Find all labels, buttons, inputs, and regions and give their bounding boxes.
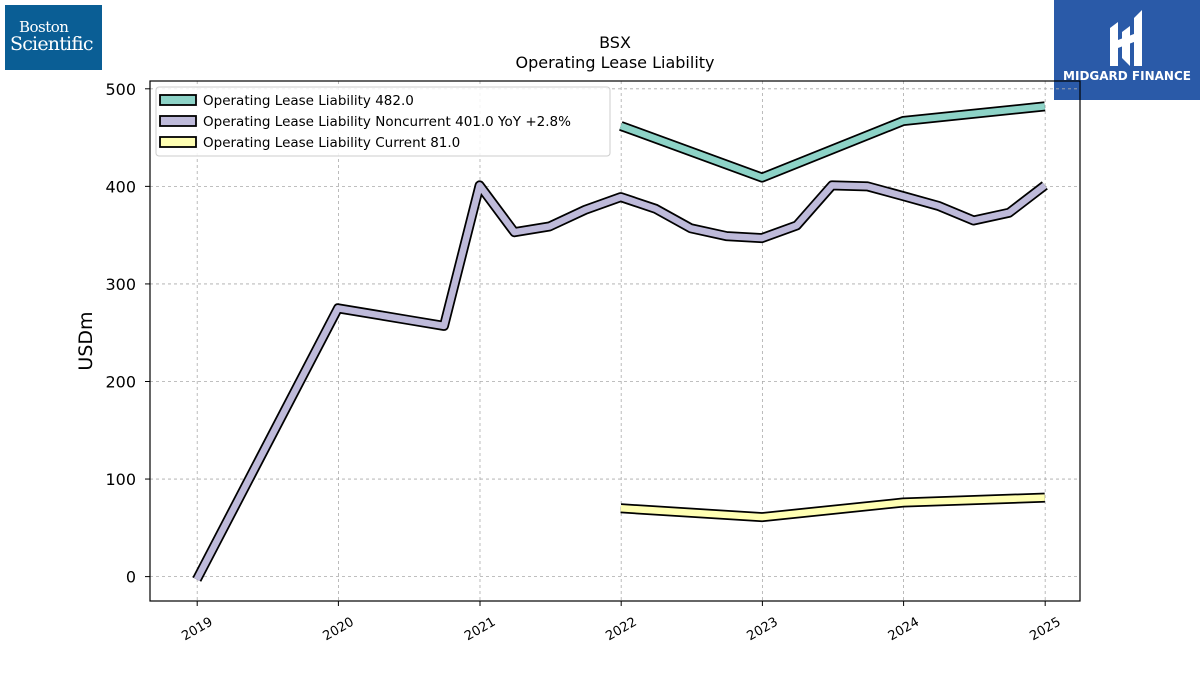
series-group (192, 101, 1048, 582)
y-axis-label: USDm (75, 311, 97, 370)
logo-left-line1: Boston (19, 18, 69, 36)
y-tick-label: 200 (105, 372, 136, 391)
x-tick-label: 2021 (462, 615, 498, 645)
x-tick-label: 2020 (321, 615, 357, 645)
legend-entry-label: Operating Lease Liability Noncurrent 401… (203, 114, 571, 130)
logo-right-name: MIDGARD FINANCE (1063, 69, 1191, 83)
series-line-group (620, 492, 1045, 523)
series-line (619, 103, 1046, 181)
legend-entry-label: Operating Lease Liability 482.0 (203, 93, 414, 109)
midgard-mark-icon (1110, 10, 1142, 66)
axis-ticks: 0 100 200 300 400 500 2019 2020 2021 2022 2023 2024… (105, 80, 1063, 644)
legend-box (155, 86, 611, 157)
grid (150, 81, 1080, 601)
series-line-group (192, 180, 1048, 582)
boston-scientific-logo: Boston Scientific (5, 5, 102, 70)
series-line (193, 182, 1047, 582)
y-tick-label: 400 (105, 177, 136, 196)
y-tick-label: 500 (105, 80, 136, 99)
chart-subtitle: Operating Lease Liability (515, 53, 714, 72)
midgard-finance-logo: MIDGARD FINANCE (1054, 0, 1200, 100)
legend-swatch (159, 136, 197, 148)
logo-left-line2: Scientific (10, 33, 93, 55)
chart-title: BSX (599, 33, 631, 52)
series-line-outline (619, 101, 1046, 183)
x-tick-label: 2022 (603, 615, 639, 645)
x-tick-label: 2019 (179, 615, 215, 645)
legend: Operating Lease Liability 482.0 Operating… (155, 86, 611, 157)
series-line (620, 494, 1045, 521)
x-tick-label: 2025 (1027, 615, 1063, 645)
x-tick-label: 2024 (886, 615, 922, 645)
legend-swatch (159, 115, 197, 127)
y-tick-label: 100 (105, 470, 136, 489)
legend-entry-label: Operating Lease Liability Current 81.0 (203, 135, 460, 151)
legend-swatch (159, 94, 197, 106)
x-tick-label: 2023 (745, 615, 781, 645)
y-tick-label: 300 (105, 275, 136, 294)
series-line-group (619, 101, 1046, 183)
plot-frame (149, 80, 1081, 602)
y-tick-label: 0 (126, 568, 136, 587)
